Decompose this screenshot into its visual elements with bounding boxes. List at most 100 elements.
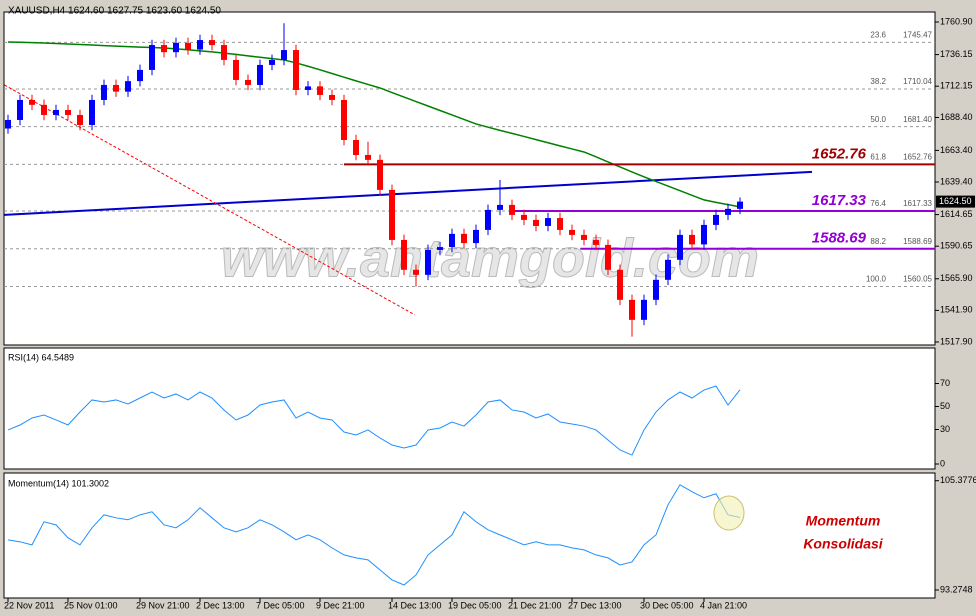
candle-body — [485, 209, 491, 230]
fib-price: 1588.69 — [903, 237, 932, 246]
candle-body — [365, 154, 371, 160]
candle-body — [557, 218, 563, 230]
x-tick-label: 14 Dec 13:00 — [388, 600, 442, 610]
fib-ratio: 76.4 — [870, 199, 886, 208]
y-tick-label: 1590.65 — [940, 241, 973, 251]
y-tick-label: 70 — [940, 378, 950, 388]
fib-price: 1681.40 — [903, 115, 932, 124]
y-tick-label: 50 — [940, 401, 950, 411]
y-tick-label: 1663.40 — [940, 145, 973, 155]
candle-body — [281, 50, 287, 60]
x-tick-label: 19 Dec 05:00 — [448, 600, 502, 610]
rsi-title: RSI(14) 64.5489 — [8, 352, 74, 362]
candle-body — [305, 86, 311, 90]
x-tick-label: 25 Nov 01:00 — [64, 600, 118, 610]
candle-body — [149, 45, 155, 70]
fib-ratio: 50.0 — [870, 115, 886, 124]
y-tick-label: 1541.90 — [940, 305, 973, 315]
fib-ratio: 88.2 — [870, 237, 886, 246]
candle-body — [137, 69, 143, 82]
candle-body — [725, 208, 731, 215]
candle-body — [377, 159, 383, 190]
x-tick-label: 30 Dec 05:00 — [640, 600, 694, 610]
overlay: 1760.90 1736.15 1712.15 1688.40 1663.40 1639.… — [4, 16, 976, 610]
candle-body — [413, 269, 419, 275]
momentum-title: Momentum(14) 101.3002 — [8, 478, 109, 488]
chart-title: XAUUSD,H4 1624.60 1627.75 1623.60 1624.5… — [8, 6, 221, 17]
y-tick-label: 93.2748 — [940, 584, 973, 594]
current-price-label: 1624.50 — [939, 196, 972, 206]
candle-body — [221, 45, 227, 60]
candle-body — [125, 81, 131, 92]
x-tick-label: 7 Dec 05:00 — [256, 600, 305, 610]
candle-body — [29, 99, 35, 105]
trendline — [4, 84, 416, 316]
candle-body — [593, 239, 599, 245]
candle-body — [665, 259, 671, 280]
x-tick-label: 27 Dec 13:00 — [568, 600, 622, 610]
y-tick-label: 1517.90 — [940, 336, 973, 346]
x-tick-label: 29 Nov 21:00 — [136, 600, 190, 610]
candle-body — [401, 239, 407, 270]
candle-body — [677, 234, 683, 260]
x-tick-label: 2 Dec 13:00 — [196, 600, 245, 610]
candle-body — [17, 99, 23, 120]
candle-body — [473, 229, 479, 244]
y-tick-label: 30 — [940, 424, 950, 434]
candle-body — [653, 279, 659, 300]
candle-body — [197, 40, 203, 50]
candle-body — [41, 104, 47, 115]
fib-ratio: 23.6 — [870, 30, 886, 39]
candle-body — [581, 234, 587, 240]
fib-ratio: 61.8 — [870, 153, 886, 162]
candle-body — [449, 233, 455, 248]
fib-price: 1560.05 — [903, 275, 932, 284]
candle-body — [641, 299, 647, 320]
rsi-panel — [3, 347, 936, 470]
candle-body — [461, 233, 467, 244]
candle-body — [161, 45, 167, 53]
candle-body — [341, 99, 347, 140]
y-tick-label: 1712.15 — [940, 81, 973, 91]
watermark: www.antamgold.com — [221, 228, 759, 288]
fib-price: 1710.04 — [903, 77, 932, 86]
candle-body — [185, 42, 191, 50]
fib-price: 1617.33 — [903, 199, 932, 208]
momentum-panel — [3, 472, 936, 599]
candle-body — [497, 204, 503, 210]
y-tick-label: 1614.65 — [940, 209, 973, 219]
y-tick-label: 0 — [940, 458, 945, 468]
indicator-line — [7, 385, 741, 456]
x-tick-label: 4 Jan 21:00 — [700, 600, 747, 610]
x-tick-label: 22 Nov 2011 — [4, 600, 54, 610]
candle-body — [701, 224, 707, 245]
candle-body — [233, 59, 239, 80]
candle-body — [605, 244, 611, 270]
candle-body — [293, 50, 299, 90]
x-tick-label: 9 Dec 21:00 — [316, 600, 365, 610]
annotation: Konsolidasi — [803, 536, 883, 552]
main-panel — [3, 11, 936, 346]
candle-body — [89, 99, 95, 125]
candle-body — [269, 59, 275, 65]
candle-body — [65, 109, 71, 115]
candle-body — [5, 119, 11, 129]
fib-ratio: 38.2 — [870, 77, 886, 86]
candle-body — [737, 201, 743, 209]
level-label: 1588.69 — [812, 230, 867, 247]
candle-body — [77, 114, 83, 125]
x-tick-label: 21 Dec 21:00 — [508, 600, 562, 610]
level-label: 1652.76 — [812, 145, 867, 162]
trendline — [4, 170, 813, 216]
fib-price: 1652.76 — [903, 153, 932, 162]
candle-body — [101, 84, 107, 100]
y-tick-label: 105.3776 — [940, 475, 976, 485]
candle-body — [53, 109, 59, 115]
candle-body — [713, 214, 719, 225]
candle-body — [689, 234, 695, 245]
fib-ratio: 100.0 — [866, 275, 887, 284]
candle-body — [329, 94, 335, 100]
annotation: Momentum — [806, 513, 881, 529]
fib-price: 1745.47 — [903, 30, 932, 39]
